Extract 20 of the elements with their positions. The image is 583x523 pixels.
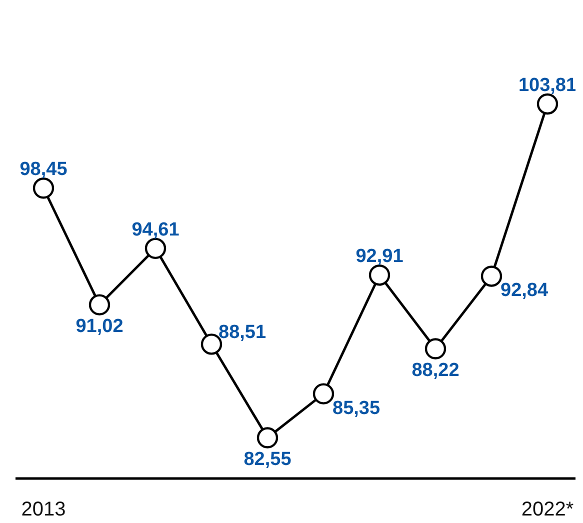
point — [536, 93, 558, 115]
point — [144, 238, 166, 260]
data-label: 92,84 — [500, 280, 548, 302]
data-label: 94,61 — [132, 219, 180, 240]
data-label: 92,91 — [356, 246, 404, 268]
point — [88, 294, 110, 316]
data-label: 98,45 — [20, 159, 68, 180]
point — [368, 264, 390, 286]
point — [32, 178, 54, 199]
data-label: 82,55 — [244, 448, 292, 470]
point — [312, 383, 334, 404]
point — [424, 338, 446, 360]
data-label: 88,22 — [412, 360, 460, 381]
x-tick-label: 2013 — [21, 498, 66, 520]
data-label: 91,02 — [76, 316, 124, 337]
point — [256, 427, 278, 448]
point — [480, 266, 502, 287]
data-label: 88,51 — [218, 322, 266, 344]
x-tick-label: 2022* — [521, 498, 574, 520]
data-label: 85,35 — [332, 398, 380, 419]
